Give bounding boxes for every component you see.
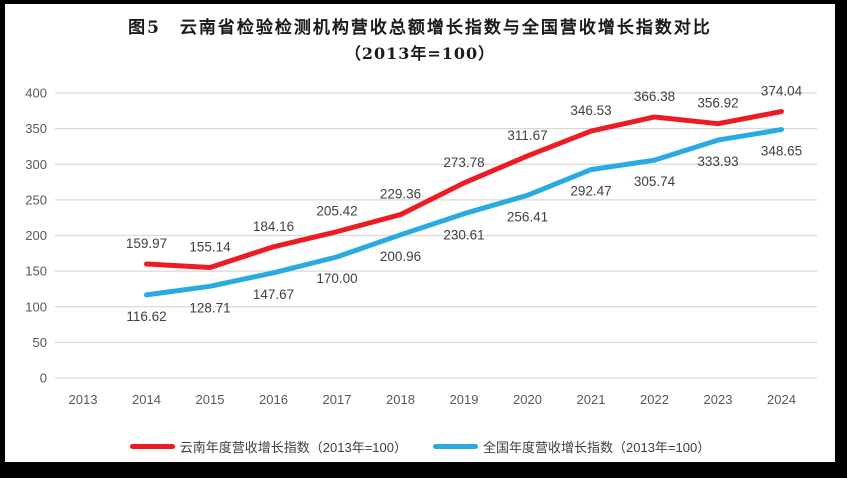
data-label: 159.97 xyxy=(126,236,167,251)
x-axis-tick-label: 2020 xyxy=(513,392,542,407)
x-axis-tick-label: 2023 xyxy=(704,392,733,407)
x-axis-tick-label: 2021 xyxy=(577,392,606,407)
data-label: 200.96 xyxy=(380,249,421,264)
y-axis-tick-label: 350 xyxy=(25,121,47,136)
data-label: 147.67 xyxy=(253,287,294,302)
data-label: 356.92 xyxy=(697,96,738,111)
data-label: 311.67 xyxy=(507,128,547,143)
national-line-swatch xyxy=(433,444,478,449)
x-axis-tick-label: 2013 xyxy=(69,392,98,407)
data-label: 273.78 xyxy=(443,155,484,170)
data-label: 305.74 xyxy=(634,174,676,189)
figure-canvas: 图5 云南省检验检测机构营收总额增长指数与全国营收增长指数对比 （2013年=1… xyxy=(5,4,835,462)
data-label: 116.62 xyxy=(126,309,166,324)
legend-label-yunnan: 云南年度营收增长指数（2013年=100） xyxy=(179,440,407,455)
data-label: 170.00 xyxy=(316,271,357,286)
data-label: 333.93 xyxy=(697,154,738,169)
data-label: 366.38 xyxy=(634,89,675,104)
legend-label-national: 全国年度营收增长指数（2013年=100） xyxy=(483,440,711,455)
data-label: 348.65 xyxy=(761,144,802,159)
x-axis-tick-label: 2019 xyxy=(450,392,479,407)
y-axis-tick-label: 50 xyxy=(33,335,47,350)
x-axis-tick-label: 2018 xyxy=(386,392,415,407)
y-axis-tick-label: 100 xyxy=(25,299,47,314)
legend-item-yunnan: 云南年度营收增长指数（2013年=100） xyxy=(129,437,407,456)
data-label: 155.14 xyxy=(189,239,231,254)
x-axis-tick-label: 2015 xyxy=(196,392,225,407)
x-axis-tick-label: 2024 xyxy=(767,392,796,407)
series-line-0 xyxy=(144,108,784,270)
line-chart-plot-area: 0 50 100 150 200 250 300 350 400 2013 2014 2015 2016… xyxy=(25,83,817,407)
data-label: 128.71 xyxy=(189,300,230,315)
data-label: 292.47 xyxy=(570,184,611,199)
legend-item-national: 全国年度营收增长指数（2013年=100） xyxy=(433,437,710,456)
y-axis-tick-label: 200 xyxy=(25,228,47,243)
x-axis-tick-label: 2016 xyxy=(259,392,288,407)
chart-title: 图5 云南省检验检测机构营收总额增长指数与全国营收增长指数对比 xyxy=(128,18,712,38)
data-label: 229.36 xyxy=(380,187,421,202)
y-axis-tick-label: 400 xyxy=(25,86,47,101)
data-label: 346.53 xyxy=(570,103,611,118)
data-label: 184.16 xyxy=(253,219,294,234)
y-axis-tick-label: 0 xyxy=(40,371,47,386)
y-axis-tick-label: 300 xyxy=(25,157,47,172)
yunnan-line-swatch xyxy=(129,444,175,449)
y-axis-tick-label: 150 xyxy=(25,264,47,279)
series-line-1 xyxy=(144,127,784,298)
x-axis-tick-label: 2017 xyxy=(323,392,352,407)
y-axis-tick-label: 250 xyxy=(25,192,47,207)
chart-subtitle: （2013年=100） xyxy=(344,44,496,63)
x-axis-tick-label: 2022 xyxy=(640,392,669,407)
data-label: 256.41 xyxy=(507,209,548,224)
data-label: 374.04 xyxy=(761,83,803,98)
chart-legend: 云南年度营收增长指数（2013年=100） 全国年度营收增长指数（2013年=1… xyxy=(5,437,835,456)
data-label: 230.61 xyxy=(443,228,484,243)
x-axis-tick-label: 2014 xyxy=(132,392,161,407)
data-label: 205.42 xyxy=(316,204,357,219)
